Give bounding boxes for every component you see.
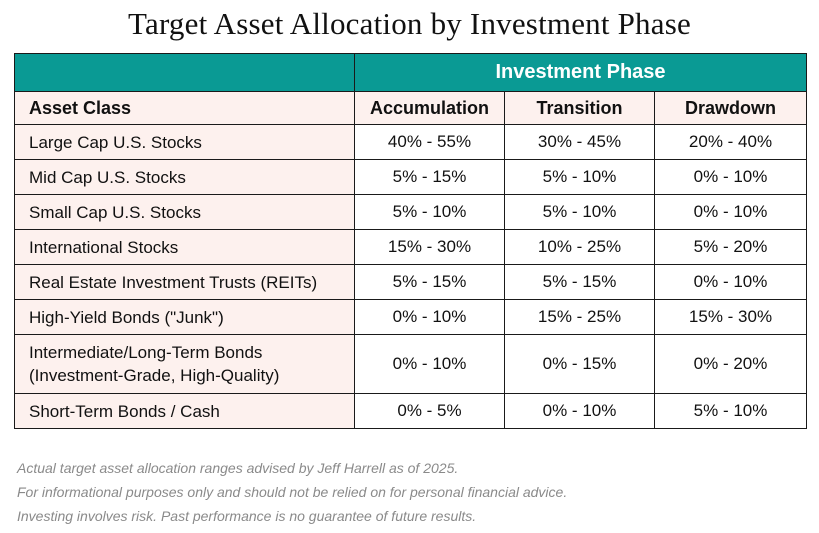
transition-header: Transition bbox=[504, 91, 655, 125]
accumulation-header: Accumulation bbox=[354, 91, 505, 125]
table-row: High-Yield Bonds ("Junk") 0% - 10% 15% -… bbox=[14, 299, 808, 335]
drawdown-header: Drawdown bbox=[653, 91, 808, 125]
phase-group-header-row: Investment Phase bbox=[14, 53, 808, 92]
asset-class-cell: High-Yield Bonds ("Junk") bbox=[14, 299, 355, 335]
accumulation-value: 5% - 10% bbox=[354, 194, 505, 230]
drawdown-value: 0% - 10% bbox=[653, 264, 808, 300]
transition-value: 10% - 25% bbox=[504, 229, 655, 265]
asset-class-cell: Large Cap U.S. Stocks bbox=[14, 124, 355, 160]
asset-class-cell: International Stocks bbox=[14, 229, 355, 265]
allocation-table: Investment Phase Asset Class Accumulatio… bbox=[14, 53, 808, 429]
drawdown-value: 0% - 10% bbox=[653, 159, 808, 195]
table-row: Mid Cap U.S. Stocks 5% - 15% 5% - 10% 0%… bbox=[14, 159, 808, 195]
drawdown-value: 5% - 10% bbox=[653, 393, 808, 429]
asset-class-cell: Small Cap U.S. Stocks bbox=[14, 194, 355, 230]
table-row: Large Cap U.S. Stocks 40% - 55% 30% - 45… bbox=[14, 124, 808, 160]
table-row: Small Cap U.S. Stocks 5% - 10% 5% - 10% … bbox=[14, 194, 808, 230]
asset-class-cell: Real Estate Investment Trusts (REITs) bbox=[14, 264, 355, 300]
accumulation-value: 15% - 30% bbox=[354, 229, 505, 265]
investment-phase-header: Investment Phase bbox=[353, 53, 808, 92]
drawdown-value: 0% - 10% bbox=[653, 194, 808, 230]
accumulation-value: 0% - 10% bbox=[354, 299, 505, 335]
accumulation-value: 0% - 5% bbox=[354, 393, 505, 429]
column-header-row: Asset Class Accumulation Transition Draw… bbox=[14, 91, 808, 125]
table-row: Intermediate/Long-Term Bonds (Investment… bbox=[14, 334, 808, 394]
note-line: Investing involves risk. Past performanc… bbox=[17, 508, 477, 524]
asset-class-cell: Mid Cap U.S. Stocks bbox=[14, 159, 355, 195]
asset-class-cell: Intermediate/Long-Term Bonds (Investment… bbox=[14, 334, 355, 394]
transition-value: 0% - 15% bbox=[504, 334, 655, 394]
table-row: International Stocks 15% - 30% 10% - 25%… bbox=[14, 229, 808, 265]
table-row: Short-Term Bonds / Cash 0% - 5% 0% - 10%… bbox=[14, 393, 808, 429]
note-line: Actual target asset allocation ranges ad… bbox=[17, 460, 459, 476]
transition-value: 15% - 25% bbox=[504, 299, 655, 335]
accumulation-value: 5% - 15% bbox=[354, 159, 505, 195]
accumulation-value: 5% - 15% bbox=[354, 264, 505, 300]
accumulation-value: 0% - 10% bbox=[354, 334, 505, 394]
drawdown-value: 15% - 30% bbox=[653, 299, 808, 335]
asset-class-qualifier: (Investment-Grade, High-Quality) bbox=[29, 366, 280, 385]
page-title: Target Asset Allocation by Investment Ph… bbox=[128, 6, 691, 41]
asset-class-cell: Short-Term Bonds / Cash bbox=[14, 393, 355, 429]
table-row: Real Estate Investment Trusts (REITs) 5%… bbox=[14, 264, 808, 300]
note-line: For informational purposes only and shou… bbox=[17, 484, 568, 500]
asset-class-header: Asset Class bbox=[14, 91, 355, 125]
accumulation-value: 40% - 55% bbox=[354, 124, 505, 160]
transition-value: 5% - 10% bbox=[504, 194, 655, 230]
blank-header-cell bbox=[14, 53, 355, 92]
drawdown-value: 20% - 40% bbox=[653, 124, 808, 160]
drawdown-value: 5% - 20% bbox=[653, 229, 808, 265]
transition-value: 5% - 10% bbox=[504, 159, 655, 195]
transition-value: 5% - 15% bbox=[504, 264, 655, 300]
disclaimer-notes: Actual target asset allocation ranges ad… bbox=[17, 456, 567, 528]
drawdown-value: 0% - 20% bbox=[653, 334, 808, 394]
transition-value: 0% - 10% bbox=[504, 393, 655, 429]
transition-value: 30% - 45% bbox=[504, 124, 655, 160]
asset-class-line: Intermediate/Long-Term Bonds bbox=[29, 343, 263, 362]
